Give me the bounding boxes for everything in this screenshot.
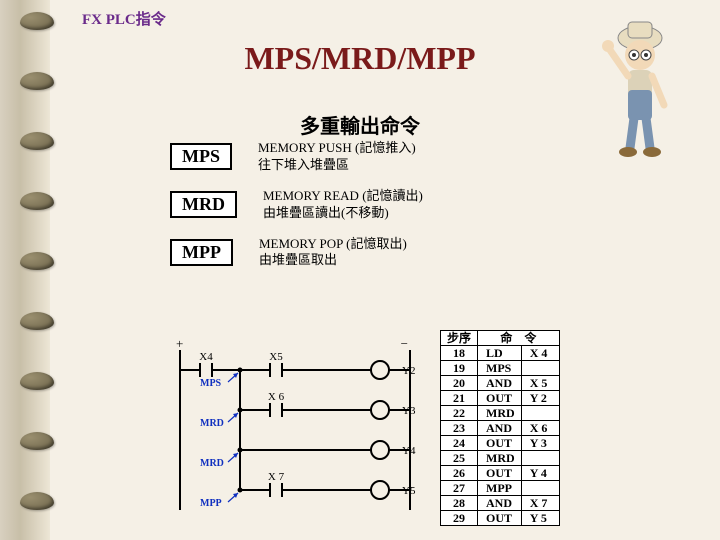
table-cell: [521, 481, 559, 496]
table-cell: Y 2: [521, 391, 559, 406]
table-cell: 23: [441, 421, 478, 436]
table-cell: AND: [478, 496, 522, 511]
svg-text:MRD: MRD: [200, 458, 224, 469]
binder-clip: [20, 12, 54, 30]
table-cell: X 4: [521, 346, 559, 361]
svg-text:MPP: MPP: [200, 498, 222, 509]
mascot-character: [590, 10, 690, 160]
svg-text:MRD: MRD: [200, 418, 224, 429]
table-cell: MRD: [478, 451, 522, 466]
table-row: 29OUTY 5: [441, 511, 560, 526]
svg-text:−: −: [401, 336, 408, 351]
table-cell: 18: [441, 346, 478, 361]
svg-text:X 6: X 6: [268, 391, 285, 403]
definition-text: MEMORY READ (記憶讀出)由堆疊區讀出(不移動): [263, 188, 423, 222]
table-cell: 21: [441, 391, 478, 406]
binder-clip: [20, 252, 54, 270]
table-cell: Y 4: [521, 466, 559, 481]
definition-row: MPP MEMORY POP (記憶取出)由堆疊區取出: [170, 236, 423, 270]
table-cell: X 5: [521, 376, 559, 391]
table-cell: 19: [441, 361, 478, 376]
table-cell: OUT: [478, 466, 522, 481]
definitions-block: MPS MEMORY PUSH (記憶推入)往下堆入堆疊區 MRD MEMORY RE…: [170, 140, 423, 283]
svg-text:+: +: [176, 336, 183, 351]
table-cell: 27: [441, 481, 478, 496]
table-row: 22MRD: [441, 406, 560, 421]
table-cell: MPS: [478, 361, 522, 376]
svg-text:X 7: X 7: [268, 471, 285, 483]
table-cell: 26: [441, 466, 478, 481]
table-row: 21OUTY 2: [441, 391, 560, 406]
table-cell: 20: [441, 376, 478, 391]
svg-text:X4: X4: [199, 351, 213, 363]
program-table: 步序 命 令 18LDX 419MPS20ANDX 521OUTY 222MRD…: [440, 330, 560, 526]
table-row: 19MPS: [441, 361, 560, 376]
table-cell: 25: [441, 451, 478, 466]
table-cell: MPP: [478, 481, 522, 496]
table-cell: 28: [441, 496, 478, 511]
th-step: 步序: [441, 331, 478, 346]
table-cell: LD: [478, 346, 522, 361]
binder-clip: [20, 312, 54, 330]
table-row: 18LDX 4: [441, 346, 560, 361]
table-row: 23ANDX 6: [441, 421, 560, 436]
svg-text:X5: X5: [269, 351, 283, 363]
table-cell: X 6: [521, 421, 559, 436]
table-cell: X 7: [521, 496, 559, 511]
table-cell: 22: [441, 406, 478, 421]
table-cell: OUT: [478, 511, 522, 526]
table-row: 26OUTY 4: [441, 466, 560, 481]
table-row: 20ANDX 5: [441, 376, 560, 391]
definition-row: MPS MEMORY PUSH (記憶推入)往下堆入堆疊區: [170, 140, 423, 174]
table-row: 28ANDX 7: [441, 496, 560, 511]
svg-text:MPS: MPS: [200, 378, 222, 389]
table-cell: OUT: [478, 436, 522, 451]
th-cmd: 命 令: [478, 331, 560, 346]
definition-box: MPS: [170, 143, 232, 170]
binder-clip: [20, 492, 54, 510]
ladder-diagram: +−X4MPSX5Y2MRDX 6Y3MRDY4MPPX 7Y5: [170, 340, 420, 520]
definition-row: MRD MEMORY READ (記憶讀出)由堆疊區讀出(不移動): [170, 188, 423, 222]
table-cell: 29: [441, 511, 478, 526]
definition-text: MEMORY POP (記憶取出)由堆疊區取出: [259, 236, 407, 270]
table-cell: MRD: [478, 406, 522, 421]
binder-clip: [20, 432, 54, 450]
table-row: 24OUTY 3: [441, 436, 560, 451]
binder-clip: [20, 192, 54, 210]
table-row: 25MRD: [441, 451, 560, 466]
table-cell: AND: [478, 421, 522, 436]
table-cell: AND: [478, 376, 522, 391]
definition-text: MEMORY PUSH (記憶推入)往下堆入堆疊區: [258, 140, 416, 174]
table-row: 27MPP: [441, 481, 560, 496]
table-cell: OUT: [478, 391, 522, 406]
definition-box: MRD: [170, 191, 237, 218]
table-cell: [521, 361, 559, 376]
table-cell: 24: [441, 436, 478, 451]
table-cell: Y 5: [521, 511, 559, 526]
definition-box: MPP: [170, 239, 233, 266]
table-cell: [521, 451, 559, 466]
table-cell: Y 3: [521, 436, 559, 451]
binder-clip: [20, 372, 54, 390]
header-label: FX PLC指令: [82, 8, 166, 29]
table-cell: [521, 406, 559, 421]
